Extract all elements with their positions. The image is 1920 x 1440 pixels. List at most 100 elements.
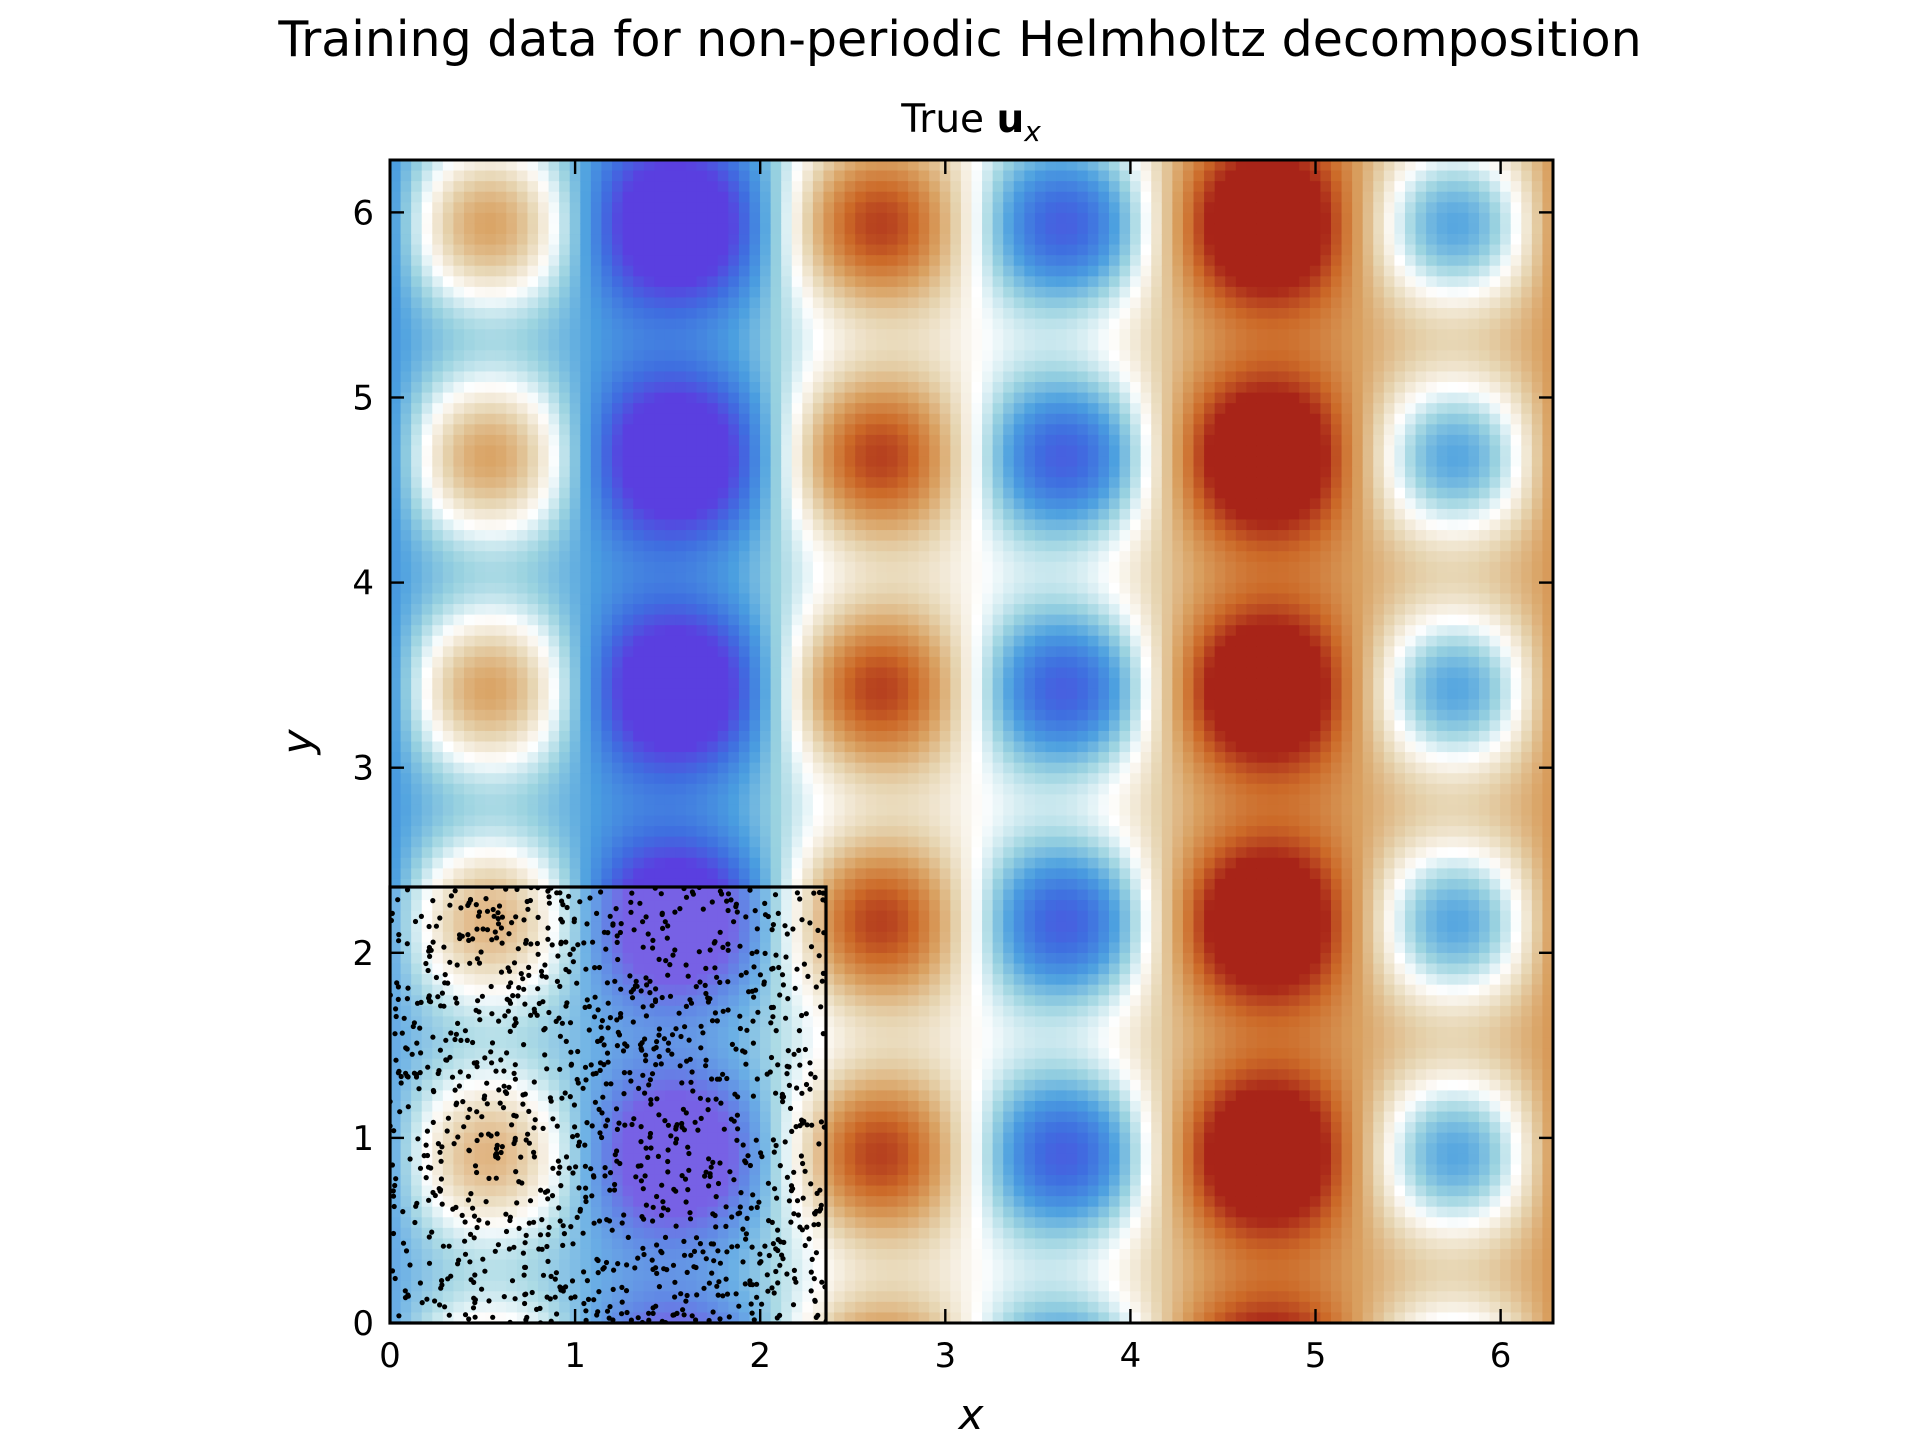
heatmap-cell	[717, 456, 729, 468]
heatmap-cell	[675, 1143, 687, 1155]
heatmap-cell	[717, 625, 729, 637]
heatmap-cell	[453, 614, 465, 626]
heatmap-cell	[411, 625, 423, 637]
heatmap-cell	[664, 1100, 677, 1113]
heatmap-cell	[516, 1122, 529, 1134]
heatmap-cell	[485, 403, 497, 415]
heatmap-cell	[781, 1238, 793, 1250]
heatmap-cell	[802, 857, 814, 869]
heatmap-cell	[453, 720, 465, 732]
heatmap-cell	[590, 339, 603, 351]
heatmap-cell	[664, 1301, 677, 1314]
heatmap-cell	[432, 286, 444, 299]
heatmap-cell	[664, 286, 677, 299]
heatmap-cell	[844, 1280, 856, 1292]
heatmap-cell	[770, 498, 782, 510]
heatmap-cell	[442, 646, 455, 658]
heatmap-cell	[696, 720, 708, 732]
heatmap-cell	[601, 561, 613, 573]
heatmap-cell	[590, 762, 603, 774]
heatmap-cell	[654, 1164, 666, 1176]
heatmap-cell	[781, 1291, 793, 1303]
heatmap-cell	[432, 741, 444, 753]
heatmap-cell	[675, 582, 687, 595]
heatmap-cell	[495, 286, 507, 299]
heatmap-cell	[664, 530, 677, 542]
heatmap-cell	[781, 202, 793, 214]
heatmap-cell	[717, 1248, 729, 1261]
heatmap-cell	[781, 286, 793, 299]
heatmap-cell	[738, 434, 751, 447]
heatmap-cell	[464, 614, 476, 626]
heatmap-cell	[390, 371, 402, 383]
heatmap-cell	[728, 836, 740, 848]
heatmap-cell	[559, 561, 571, 573]
heatmap-cell	[569, 382, 581, 394]
heatmap-cell	[717, 1185, 729, 1197]
heatmap-cell	[590, 1122, 603, 1134]
heatmap-cell	[390, 1037, 402, 1049]
heatmap-cell	[823, 688, 835, 700]
heatmap-cell	[580, 646, 592, 658]
heatmap-cell	[485, 604, 497, 616]
heatmap-cell	[506, 688, 518, 700]
heatmap-cell	[823, 413, 835, 425]
heatmap-cell	[442, 1058, 455, 1070]
heatmap-cell	[400, 900, 412, 912]
heatmap-cell	[411, 191, 423, 203]
heatmap-cell	[485, 181, 497, 193]
heatmap-cell	[802, 392, 814, 404]
heatmap-cell	[738, 223, 751, 235]
heatmap-cell	[601, 350, 613, 362]
heatmap-cell	[633, 1048, 645, 1060]
heatmap-cell	[527, 1069, 539, 1081]
heatmap-cell	[717, 1016, 729, 1028]
heatmap-cell	[580, 1217, 592, 1229]
heatmap-cell	[675, 942, 687, 954]
heatmap-cell	[527, 1048, 539, 1060]
heatmap-cell	[717, 339, 729, 351]
heatmap-cell	[421, 413, 433, 425]
heatmap-cell	[738, 1291, 751, 1303]
heatmap-cell	[400, 804, 412, 817]
heatmap-cell	[686, 699, 698, 711]
heatmap-cell	[844, 466, 856, 478]
heatmap-cell	[390, 656, 402, 669]
heatmap-cell	[442, 1185, 455, 1197]
heatmap-cell	[601, 519, 613, 531]
heatmap-cell	[802, 1217, 814, 1229]
heatmap-cell	[421, 202, 433, 214]
heatmap-cell	[749, 942, 761, 954]
heatmap-cell	[601, 1196, 613, 1208]
heatmap-cell	[464, 667, 476, 679]
heatmap-cell	[580, 836, 592, 848]
heatmap-cell	[485, 1016, 497, 1028]
heatmap-cell	[421, 308, 433, 320]
heatmap-cell	[760, 730, 772, 743]
heatmap-cell	[464, 1153, 476, 1166]
heatmap-cell	[495, 974, 507, 986]
heatmap-cell	[453, 730, 465, 743]
heatmap-cell	[855, 1280, 867, 1292]
heatmap-cell	[643, 1259, 655, 1271]
heatmap-cell	[770, 635, 782, 647]
heatmap-cell	[569, 1090, 581, 1102]
heatmap-cell	[633, 212, 645, 225]
heatmap-cell	[580, 1026, 592, 1039]
heatmap-cell	[812, 720, 825, 732]
heatmap-cell	[580, 424, 592, 436]
heatmap-cell	[812, 910, 825, 922]
heatmap-cell	[781, 1005, 793, 1017]
heatmap-cell	[802, 1206, 814, 1218]
heatmap-cell	[442, 212, 455, 225]
heatmap-cell	[834, 424, 846, 436]
figure-title: Training data for non-periodic Helmholtz…	[277, 11, 1641, 68]
heatmap-cell	[411, 572, 423, 584]
heatmap-cell	[791, 730, 803, 743]
heatmap-cell	[844, 350, 856, 362]
heatmap-cell	[738, 699, 751, 711]
heatmap-cell	[643, 350, 655, 362]
heatmap-cell	[675, 1206, 687, 1218]
heatmap-cell	[823, 1196, 835, 1208]
heatmap-cell	[580, 1143, 592, 1155]
